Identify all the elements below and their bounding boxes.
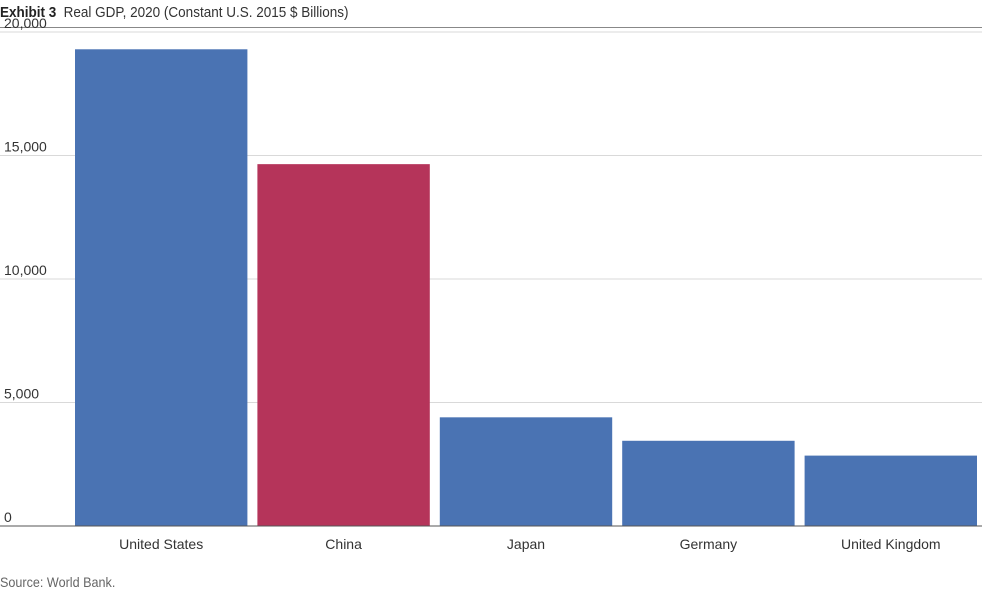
source-note: Source: World Bank. [0, 574, 116, 590]
y-tick-label: 15,000 [4, 139, 47, 155]
bar [439, 417, 613, 526]
x-tick-label: United States [119, 536, 203, 552]
y-tick-label: 5,000 [4, 386, 39, 402]
x-tick-label: United Kingdom [841, 536, 941, 552]
y-tick-label: 20,000 [4, 15, 47, 31]
x-tick-label: China [325, 536, 362, 552]
chart-title-text: Real GDP, 2020 (Constant U.S. 2015 $ Bil… [63, 4, 349, 21]
title-divider [0, 27, 982, 28]
bar [257, 164, 430, 526]
x-tick-label: Germany [680, 536, 738, 552]
bar [622, 440, 795, 526]
bar [804, 455, 977, 526]
y-tick-label: 10,000 [4, 262, 47, 278]
bar [75, 49, 248, 526]
exhibit-label: Exhibit 3 [0, 4, 57, 21]
x-tick-label: Japan [507, 536, 545, 552]
chart-title: Exhibit 3 Real GDP, 2020 (Constant U.S. … [0, 4, 349, 21]
y-tick-label: 0 [4, 509, 12, 525]
